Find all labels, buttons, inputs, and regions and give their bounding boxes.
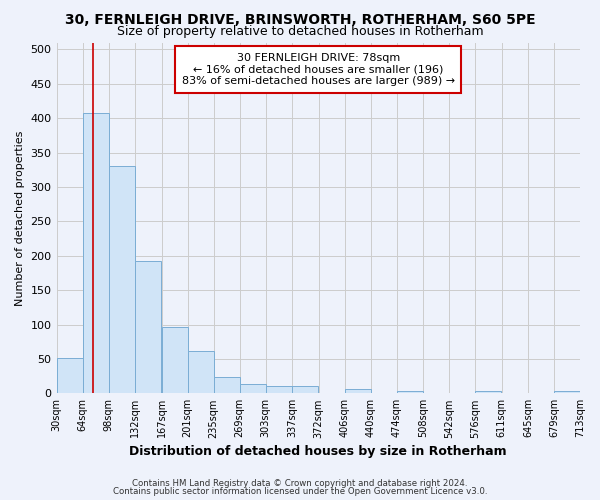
- Text: Size of property relative to detached houses in Rotherham: Size of property relative to detached ho…: [116, 25, 484, 38]
- Bar: [135, 261, 161, 394]
- Bar: [214, 377, 240, 394]
- Y-axis label: Number of detached properties: Number of detached properties: [15, 130, 25, 306]
- Bar: [345, 389, 371, 394]
- Text: Contains public sector information licensed under the Open Government Licence v3: Contains public sector information licen…: [113, 487, 487, 496]
- Bar: [475, 390, 501, 394]
- X-axis label: Distribution of detached houses by size in Rotherham: Distribution of detached houses by size …: [130, 444, 507, 458]
- Text: 30 FERNLEIGH DRIVE: 78sqm
← 16% of detached houses are smaller (196)
83% of semi: 30 FERNLEIGH DRIVE: 78sqm ← 16% of detac…: [182, 53, 455, 86]
- Bar: [240, 384, 266, 394]
- Bar: [56, 358, 83, 394]
- Bar: [397, 390, 423, 394]
- Bar: [266, 386, 292, 394]
- Bar: [161, 326, 188, 394]
- Bar: [554, 390, 580, 394]
- Text: 30, FERNLEIGH DRIVE, BRINSWORTH, ROTHERHAM, S60 5PE: 30, FERNLEIGH DRIVE, BRINSWORTH, ROTHERH…: [65, 12, 535, 26]
- Bar: [292, 386, 318, 394]
- Text: Contains HM Land Registry data © Crown copyright and database right 2024.: Contains HM Land Registry data © Crown c…: [132, 478, 468, 488]
- Bar: [83, 112, 109, 394]
- Bar: [188, 350, 214, 394]
- Bar: [109, 166, 135, 394]
